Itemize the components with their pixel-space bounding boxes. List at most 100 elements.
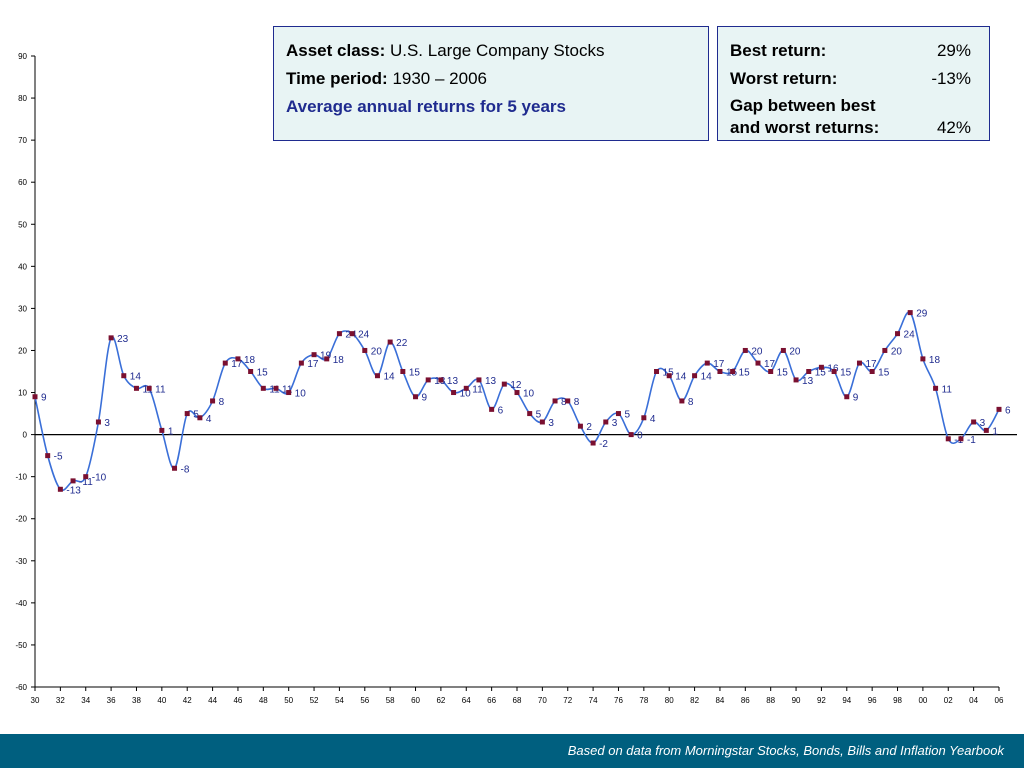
y-tick-label: -30 (15, 557, 27, 566)
data-label: 4 (206, 414, 212, 425)
data-point (996, 406, 1002, 412)
data-label: 10 (460, 389, 472, 400)
gap-label: Gap between best and worst returns: (730, 95, 879, 139)
y-tick-label: 60 (18, 178, 27, 187)
data-point (958, 436, 964, 442)
x-tick-label: 46 (233, 696, 242, 705)
data-point (945, 436, 951, 442)
x-tick-label: 52 (310, 696, 319, 705)
worst-return-row: Worst return: -13% (730, 65, 977, 93)
data-point (95, 419, 101, 425)
data-point (476, 377, 482, 383)
y-tick-label: -60 (15, 683, 27, 692)
x-tick-label: 70 (538, 696, 547, 705)
y-tick-label: 80 (18, 94, 27, 103)
data-label: 29 (916, 309, 928, 320)
data-label: 10 (523, 389, 535, 400)
y-tick-label: 20 (18, 346, 27, 355)
x-tick-label: 32 (56, 696, 65, 705)
data-point (501, 381, 507, 387)
data-label: 15 (739, 368, 751, 379)
data-label: 5 (536, 410, 542, 421)
data-label: 15 (815, 368, 827, 379)
data-label: 17 (307, 359, 319, 370)
asset-class-value: U.S. Large Company Stocks (389, 41, 605, 60)
x-tick-label: 58 (386, 696, 395, 705)
time-period-label: Time period: (286, 69, 388, 88)
asset-class-line: Asset class: U.S. Large Company Stocks (286, 37, 696, 65)
data-label: 3 (612, 418, 618, 429)
x-tick-label: 64 (462, 696, 471, 705)
data-label: 20 (371, 346, 383, 357)
data-label: 15 (663, 368, 675, 379)
data-point (590, 440, 596, 446)
data-label: 15 (257, 368, 269, 379)
x-tick-label: 78 (639, 696, 648, 705)
data-label: 5 (624, 410, 630, 421)
data-point (463, 385, 469, 391)
gap-label-line2: and worst returns: (730, 118, 880, 137)
data-label: 15 (777, 368, 789, 379)
data-label: 11 (942, 384, 953, 395)
data-point (32, 394, 38, 400)
source-note: Based on data from Morningstar Stocks, B… (567, 743, 1004, 758)
data-point (641, 415, 647, 421)
x-tick-label: 42 (183, 696, 192, 705)
data-point (197, 415, 203, 421)
x-tick-label: 72 (563, 696, 572, 705)
data-label: 15 (878, 368, 890, 379)
y-tick-label: 50 (18, 220, 27, 229)
data-point (869, 369, 875, 374)
return-stats-panel: Best return: 29% Worst return: -13% Gap … (717, 26, 990, 141)
data-point (818, 364, 824, 370)
data-point (844, 394, 850, 400)
data-label: 2 (586, 422, 592, 433)
data-label: 8 (219, 397, 225, 408)
data-point (362, 347, 368, 353)
data-label: 14 (701, 372, 713, 383)
data-label: 0 (637, 431, 643, 442)
best-return-label: Best return: (730, 41, 827, 60)
data-label: 24 (904, 330, 916, 341)
data-point (933, 385, 939, 391)
y-axis: 90 80 70 60 50 40 30 20 10 0 -10 -20 -30 -40 -50 -60 (15, 52, 36, 692)
gap-value: 42% (936, 118, 971, 137)
data-label: 23 (117, 334, 129, 345)
data-point (324, 356, 330, 362)
x-tick-label: 44 (208, 696, 217, 705)
worst-return-label: Worst return: (730, 69, 838, 88)
y-tick-label: 70 (18, 136, 27, 145)
x-tick-label: 50 (284, 696, 293, 705)
data-point (514, 390, 520, 396)
data-label: 12 (510, 380, 522, 391)
data-label: 24 (358, 330, 370, 341)
x-tick-label: 30 (31, 696, 40, 705)
x-tick-label: 76 (614, 696, 623, 705)
data-point (260, 385, 266, 391)
data-label: 3 (980, 418, 986, 429)
x-tick-label: 94 (842, 696, 851, 705)
data-label: 4 (650, 414, 656, 425)
gap-label-line1: Gap between best (730, 96, 876, 115)
x-tick-label: 82 (690, 696, 699, 705)
data-point (70, 478, 76, 484)
x-tick-label: 80 (665, 696, 674, 705)
data-label: 8 (561, 397, 567, 408)
x-tick-label: 36 (107, 696, 116, 705)
data-label: 11 (155, 384, 166, 395)
data-point (235, 356, 241, 362)
chart-subtitle: Average annual returns for 5 years (286, 97, 566, 116)
data-point (577, 423, 583, 429)
best-return-row: Best return: 29% (730, 37, 977, 65)
data-label: 20 (751, 346, 763, 357)
data-point (489, 406, 495, 412)
data-label: 11 (282, 384, 293, 395)
data-point (730, 369, 736, 374)
data-label: 14 (383, 372, 395, 383)
y-tick-label: -10 (15, 473, 27, 482)
data-point (666, 373, 672, 379)
data-point (413, 394, 419, 400)
data-point (336, 331, 342, 337)
data-label: 16 (827, 363, 839, 374)
data-label: 8 (688, 397, 694, 408)
